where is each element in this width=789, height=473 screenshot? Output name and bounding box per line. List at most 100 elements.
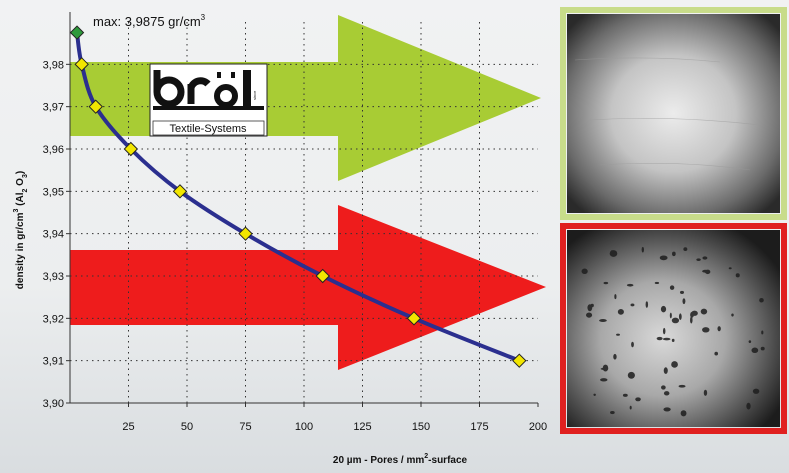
pore-spot	[661, 385, 666, 390]
pore-spot	[617, 309, 624, 315]
pore-spot	[614, 294, 617, 300]
pore-spot	[760, 346, 765, 351]
data-point	[123, 141, 139, 157]
x-tick-label: 75	[239, 421, 251, 433]
pore-spot	[679, 290, 685, 295]
svg-text:since: since	[252, 90, 257, 100]
data-point	[88, 99, 103, 114]
pore-spot	[702, 256, 708, 260]
y-tick-label: 3,98	[43, 59, 64, 71]
green-arrow	[70, 15, 541, 181]
y-tick-label: 3,92	[43, 313, 64, 325]
pore-spot	[641, 246, 644, 253]
y-tick-labels: 3,90 3,91 3,92 3,93 3,94 3,95 3,96 3,97 3,98	[43, 59, 64, 410]
data-markers	[69, 25, 527, 368]
pore-spot	[700, 308, 708, 315]
y-tick-label: 3,97	[43, 102, 64, 114]
data-point	[315, 268, 330, 284]
pore-spot	[630, 303, 635, 307]
pore-spot	[746, 402, 751, 410]
pore-spot	[660, 305, 667, 313]
pore-spot	[691, 310, 698, 316]
x-tick-label: 25	[122, 421, 134, 433]
pore-spot	[581, 268, 588, 274]
pore-spot	[671, 317, 680, 324]
pore-spot	[759, 297, 764, 303]
pore-spot	[678, 384, 686, 388]
pore-spot	[735, 273, 740, 278]
x-tick-label: 100	[295, 421, 313, 433]
pore-spot	[629, 405, 632, 410]
photo-dense-sample	[560, 7, 787, 220]
pore-spot	[671, 338, 675, 342]
pore-spot	[659, 255, 668, 261]
pore-spot	[761, 330, 764, 335]
y-tick-label: 3,91	[43, 356, 64, 368]
pore-spot	[663, 391, 670, 396]
pore-spot	[587, 304, 593, 312]
density-line	[75, 30, 522, 363]
pore-spot	[593, 393, 596, 396]
data-point	[406, 311, 422, 326]
grid-lines	[70, 22, 538, 403]
pore-spot	[748, 340, 752, 344]
pore-spot	[627, 371, 635, 379]
x-tick-labels: 25 50 75 100 125 150 175 200	[122, 421, 547, 433]
pore-spot	[752, 388, 760, 394]
pore-spot	[669, 312, 672, 319]
x-tick-label: 125	[353, 421, 371, 433]
pore-spot	[672, 251, 676, 257]
y-tick-label: 3,94	[43, 229, 64, 241]
pore-spot	[731, 313, 734, 317]
pore-spot	[635, 397, 641, 402]
pore-spot	[702, 327, 710, 333]
pore-spot	[696, 258, 701, 261]
pore-spot	[656, 336, 663, 341]
y-tick-label: 3,90	[43, 398, 64, 410]
company-logo: since Textile-Systems	[149, 63, 268, 137]
max-annotation: max: 3,9875 gr/cm3	[93, 13, 206, 29]
pore-spot	[586, 312, 593, 318]
max-data-point	[69, 25, 85, 40]
y-tick-label: 3,93	[43, 271, 64, 283]
logo-subtitle: Textile-Systems	[169, 123, 247, 135]
x-tick-label: 150	[412, 421, 430, 433]
data-point	[238, 226, 253, 241]
pore-spot	[683, 247, 688, 251]
pore-spot	[626, 283, 634, 287]
pore-spot	[671, 361, 678, 368]
x-axis-label: 20 µm - Pores / mm2-surface	[333, 453, 468, 466]
red-arrow	[70, 205, 546, 370]
data-point	[74, 57, 89, 72]
pore-spot	[663, 407, 671, 412]
y-tick-label: 3,95	[43, 186, 64, 198]
pore-spot	[663, 367, 668, 374]
axes	[66, 12, 539, 407]
data-point	[172, 184, 188, 199]
pore-spot	[680, 410, 687, 417]
pore-spot	[662, 337, 671, 341]
pore-spot	[631, 341, 634, 348]
data-point	[512, 353, 527, 368]
pore-spot	[610, 410, 615, 415]
pore-spot	[702, 269, 709, 273]
pore-spot	[609, 250, 618, 257]
pore-spot	[690, 316, 693, 324]
pore-spot	[751, 347, 759, 354]
pore-spot	[602, 364, 609, 372]
pore-spot	[703, 389, 708, 396]
pore-spot	[616, 333, 620, 336]
pore-spot	[728, 267, 732, 270]
photo-porous-sample	[560, 223, 787, 434]
pore-spot	[645, 301, 649, 308]
pore-spot	[600, 378, 608, 382]
pore-spot	[613, 353, 617, 360]
pore-spot	[682, 298, 686, 305]
pore-spot	[610, 250, 614, 253]
pore-spot	[678, 313, 682, 320]
x-tick-label: 175	[470, 421, 488, 433]
x-tick-label: 50	[181, 421, 193, 433]
y-axis-label: density in gr/cm3 (Al2 O3)	[13, 171, 29, 289]
pore-spot	[669, 285, 675, 290]
